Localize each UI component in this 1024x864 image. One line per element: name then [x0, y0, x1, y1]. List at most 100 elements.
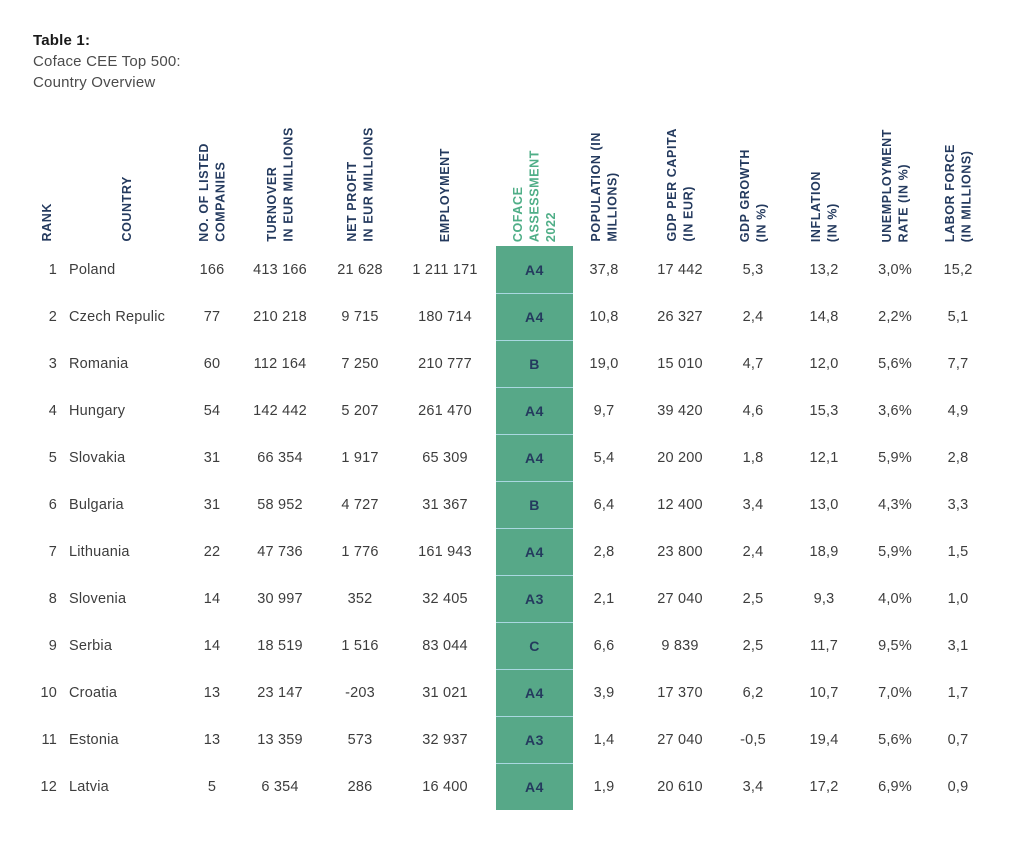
cell-gdp_growth: 2,4 [742, 308, 764, 325]
cell-rank: 3 [48, 355, 57, 372]
cell-rank: 4 [48, 402, 57, 419]
column-header-label-unemployment: UNEMPLOYMENT RATE (IN %) [879, 128, 911, 242]
cell-listed: 31 [203, 496, 221, 513]
cell-turnover: 112 164 [253, 355, 307, 372]
cell-assessment: A3 [496, 716, 573, 763]
cell-inflation: 13,0 [809, 496, 839, 513]
cell-listed: 22 [203, 543, 221, 560]
column-header-inflation: INFLATION (IN %) [781, 96, 867, 246]
cell-inflation: 14,8 [809, 308, 839, 325]
column-header-country: COUNTRY [64, 96, 190, 246]
column-header-population: POPULATION (IN MILLIONS) [573, 96, 635, 246]
cell-rank: 1 [48, 261, 57, 278]
cell-population: 2,8 [593, 543, 615, 560]
cell-turnover: 47 736 [257, 543, 303, 560]
column-header-label-turnover: TURNOVER IN EUR MILLIONS [264, 127, 296, 242]
cell-population: 10,8 [589, 308, 619, 325]
cell-unemployment: 6,9% [878, 778, 912, 795]
cell-rank: 5 [48, 449, 57, 466]
column-header-assessment: COFACE ASSESSMENT 2022 [496, 96, 573, 246]
cell-gdp_growth: 6,2 [742, 684, 764, 701]
cell-assessment: B [496, 340, 573, 387]
cell-unemployment: 3,0% [878, 261, 912, 278]
cell-listed: 14 [203, 637, 221, 654]
cell-unemployment: 2,2% [878, 308, 912, 325]
cell-unemployment: 9,5% [878, 637, 912, 654]
cell-assessment: A4 [496, 434, 573, 481]
cell-rank: 6 [48, 496, 57, 513]
cell-employment: 65 309 [422, 449, 468, 466]
cell-turnover: 142 442 [253, 402, 307, 419]
cell-gdp_growth: 4,6 [742, 402, 764, 419]
cell-employment: 32 937 [422, 731, 468, 748]
cell-inflation: 19,4 [809, 731, 839, 748]
cell-listed: 60 [203, 355, 221, 372]
column-header-label-employment: EMPLOYMENT [437, 147, 452, 242]
column-header-gdp_growth: GDP GROWTH (IN %) [725, 96, 781, 246]
cell-listed: 13 [203, 684, 221, 701]
cell-gdp_growth: 2,4 [742, 543, 764, 560]
cell-net_profit: 5 207 [341, 402, 379, 419]
cell-inflation: 17,2 [809, 778, 839, 795]
cell-gdp_per_capita: 27 040 [657, 590, 703, 607]
cell-rank: 2 [48, 308, 57, 325]
cell-labor_force: 1,0 [947, 590, 969, 607]
cell-population: 1,4 [593, 731, 615, 748]
cell-employment: 31 367 [422, 496, 468, 513]
cell-turnover: 58 952 [257, 496, 303, 513]
cell-turnover: 210 218 [253, 308, 307, 325]
cell-assessment: A4 [496, 246, 573, 293]
cell-inflation: 15,3 [809, 402, 839, 419]
cell-turnover: 13 359 [257, 731, 303, 748]
cell-turnover: 30 997 [257, 590, 303, 607]
country-overview-table: RANK COUNTRY NO. OF LISTED COMPANIES TURNOV… [30, 96, 993, 810]
column-header-label-rank: RANK [39, 203, 54, 242]
cell-net_profit: 1 917 [341, 449, 379, 466]
cell-country: Latvia [69, 778, 109, 795]
cell-gdp_per_capita: 17 370 [657, 684, 703, 701]
cell-unemployment: 3,6% [878, 402, 912, 419]
cell-unemployment: 4,3% [878, 496, 912, 513]
cell-net_profit: 286 [347, 778, 373, 795]
cell-labor_force: 0,9 [947, 778, 969, 795]
cell-rank: 10 [40, 684, 57, 701]
cell-assessment: A3 [496, 575, 573, 622]
cell-population: 6,4 [593, 496, 615, 513]
cell-country: Romania [69, 355, 129, 372]
cell-gdp_growth: 2,5 [742, 590, 764, 607]
cell-country: Slovakia [69, 449, 126, 466]
column-header-labor_force: LABOR FORCE (IN MILLIONS) [923, 96, 993, 246]
cell-net_profit: 573 [347, 731, 373, 748]
column-header-label-labor_force: LABOR FORCE (IN MILLIONS) [942, 143, 974, 242]
cell-inflation: 12,0 [809, 355, 839, 372]
cell-country: Hungary [69, 402, 126, 419]
column-header-listed: NO. OF LISTED COMPANIES [190, 96, 234, 246]
cell-employment: 1 211 171 [412, 261, 478, 278]
cell-listed: 31 [203, 449, 221, 466]
column-header-label-gdp_growth: GDP GROWTH (IN %) [737, 148, 769, 242]
cell-inflation: 10,7 [809, 684, 839, 701]
cell-population: 37,8 [589, 261, 619, 278]
cell-listed: 5 [207, 778, 217, 795]
cell-net_profit: 7 250 [341, 355, 379, 372]
cell-unemployment: 5,9% [878, 449, 912, 466]
cell-listed: 13 [203, 731, 221, 748]
cell-country: Croatia [69, 684, 118, 701]
cell-net_profit: 1 776 [341, 543, 379, 560]
table-caption-line1: Coface CEE Top 500: [33, 53, 181, 70]
cell-listed: 166 [199, 261, 225, 278]
column-header-turnover: TURNOVER IN EUR MILLIONS [234, 96, 326, 246]
cell-gdp_per_capita: 27 040 [657, 731, 703, 748]
column-header-label-assessment: COFACE ASSESSMENT 2022 [510, 149, 558, 242]
column-header-label-net_profit: NET PROFIT IN EUR MILLIONS [344, 127, 376, 242]
cell-inflation: 18,9 [809, 543, 839, 560]
table-caption-heading: Table 1: [33, 32, 91, 49]
cell-employment: 16 400 [422, 778, 468, 795]
cell-labor_force: 3,3 [947, 496, 969, 513]
cell-assessment: A4 [496, 528, 573, 575]
cell-turnover: 66 354 [257, 449, 303, 466]
cell-assessment: B [496, 481, 573, 528]
cell-gdp_growth: 5,3 [742, 261, 764, 278]
cell-turnover: 6 354 [261, 778, 299, 795]
